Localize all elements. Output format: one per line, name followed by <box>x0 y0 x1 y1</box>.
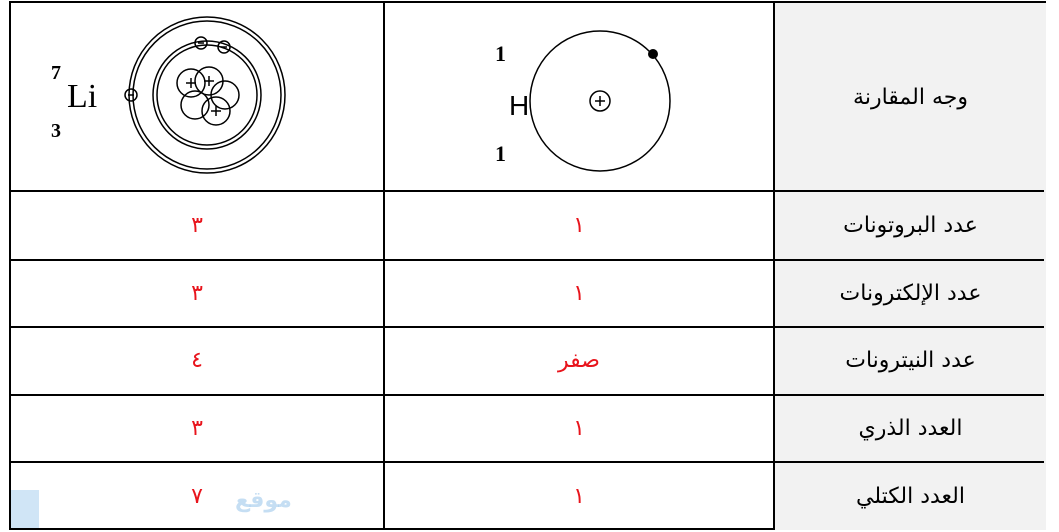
mass-number: 7 <box>51 62 61 84</box>
comparison-table: وجه المقارنة 1 H 1 7 Li 3 عدد البروتونات… <box>9 1 1046 530</box>
row-label: عدد البروتونات <box>775 192 1046 260</box>
lithium-value: ٤ <box>191 348 203 374</box>
header-label: وجه المقارنة <box>775 3 1046 192</box>
lithium-value: ٧ <box>191 483 203 509</box>
column-divider <box>773 3 775 528</box>
watermark: موقع <box>235 488 292 513</box>
element-symbol: Li <box>67 78 97 115</box>
row-divider <box>11 190 1044 192</box>
row-label: عدد الإلكترونات <box>775 259 1046 328</box>
row-divider <box>11 393 1044 396</box>
row-divider <box>11 326 1044 329</box>
element-symbol: H <box>509 90 529 121</box>
hydrogen-value: ١ <box>573 416 585 442</box>
row-divider <box>11 258 1044 261</box>
mass-number: 1 <box>495 41 506 66</box>
row-label: عدد النيترونات <box>775 327 1046 395</box>
atomic-number: 1 <box>495 141 506 166</box>
orbit <box>529 30 671 172</box>
lithium-value: ٣ <box>191 213 203 239</box>
row-label: العدد الكتلي <box>775 462 1046 530</box>
watermark-logo <box>9 490 39 530</box>
hydrogen-diagram: 1 H 1 <box>495 30 671 172</box>
lithium-value: ٣ <box>191 280 203 306</box>
nucleus <box>589 90 611 112</box>
hydrogen-value: ١ <box>573 280 585 306</box>
row-label: العدد الذري <box>775 394 1046 463</box>
plus <box>595 96 605 106</box>
hydrogen-value: ١ <box>573 483 585 509</box>
column-divider <box>383 3 385 528</box>
atom-shells <box>124 16 286 174</box>
electron <box>648 49 658 59</box>
lithium-diagram: 7 Li 3 <box>51 16 286 174</box>
row-divider <box>11 461 1044 464</box>
lithium-value: ٣ <box>191 416 203 442</box>
hydrogen-value: صفر <box>558 348 600 374</box>
hydrogen-value: ١ <box>573 213 585 239</box>
atomic-number: 3 <box>51 120 61 142</box>
